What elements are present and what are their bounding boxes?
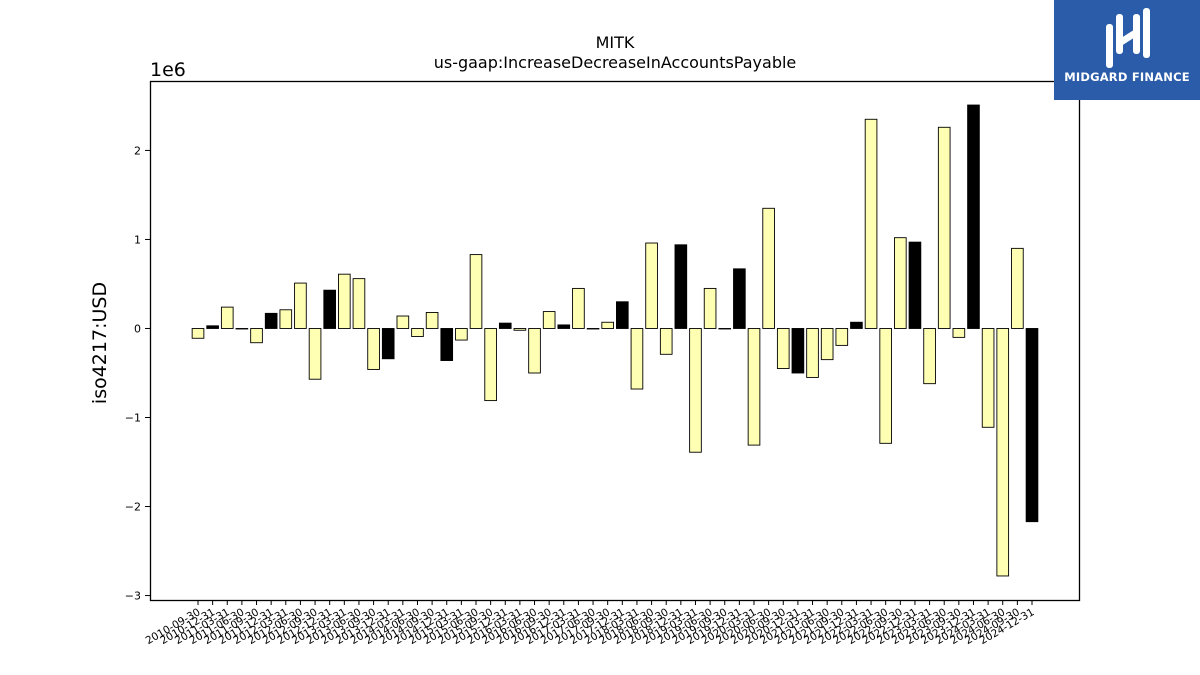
midgard-finance-logo: MIDGARD FINANCE — [1054, 0, 1200, 100]
bar-2011-06-30 — [235, 328, 249, 330]
y-tick-label: −3 — [125, 590, 141, 603]
y-axis-label: iso4217:USD — [89, 282, 111, 404]
bar-2024-12-31 — [1025, 328, 1039, 523]
bar-2010-12-31 — [206, 325, 219, 329]
bar-group — [191, 104, 1039, 577]
bar-2024-09-30 — [1011, 247, 1024, 329]
bar-2015-03-31 — [455, 328, 468, 341]
bar-2019-09-30 — [718, 328, 732, 330]
bar-2013-12-31 — [381, 328, 395, 360]
bar-2012-09-30 — [308, 328, 322, 380]
bar-2020-09-30 — [776, 328, 790, 369]
bar-2023-06-30 — [937, 126, 951, 329]
logo-text: MIDGARD FINANCE — [1064, 70, 1190, 84]
bar-2021-03-31 — [806, 328, 819, 378]
bar-2011-03-31 — [220, 306, 234, 329]
bar-2023-03-31 — [923, 328, 936, 385]
y-tick-label: 1 — [134, 233, 141, 246]
bar-2011-09-30 — [250, 328, 263, 344]
bar-2020-06-30 — [762, 207, 775, 329]
bar-2014-03-31 — [396, 315, 410, 329]
bar-2012-06-30 — [294, 282, 307, 329]
bar-2010-09-30 — [191, 328, 205, 339]
bar-2020-12-31 — [791, 328, 805, 374]
bar-2018-09-30 — [659, 328, 673, 355]
bar-2016-09-30 — [542, 311, 556, 329]
bar-2024-06-30 — [996, 328, 1010, 577]
bar-2024-03-31 — [981, 328, 995, 428]
bar-2019-12-31 — [733, 268, 746, 329]
bar-2014-12-31 — [440, 328, 454, 361]
bar-2016-03-31 — [513, 328, 527, 331]
bar-2012-12-31 — [323, 289, 336, 329]
bar-2023-12-31 — [967, 104, 980, 329]
bar-2018-12-31 — [674, 244, 688, 329]
x-axis-ticks: 2010-09-302010-12-312011-03-312011-06-30… — [144, 600, 1037, 647]
bar-2014-06-30 — [411, 328, 424, 337]
bar-2013-06-30 — [352, 278, 366, 329]
bar-2011-12-31 — [264, 312, 278, 329]
bar-2017-03-31 — [572, 287, 585, 329]
bar-2016-12-31 — [557, 324, 571, 329]
bar-2019-06-30 — [703, 287, 717, 329]
plot-frame — [149, 80, 1081, 602]
bar-2012-03-31 — [279, 309, 293, 329]
logo-mark-icon — [1106, 8, 1150, 68]
bar-2022-06-30 — [879, 328, 892, 444]
bar-2017-09-30 — [601, 321, 614, 329]
y-multiplier: 1e6 — [150, 59, 186, 81]
bar-2018-03-31 — [630, 328, 644, 390]
bar-2013-09-30 — [367, 328, 380, 370]
bar-2021-12-31 — [850, 321, 863, 329]
bar-2022-09-30 — [894, 237, 907, 329]
bar-2017-06-30 — [586, 328, 600, 330]
bar-2021-06-30 — [820, 328, 834, 361]
bar-2022-03-31 — [864, 118, 878, 329]
bar-2015-12-31 — [498, 322, 512, 329]
bar-2021-09-30 — [835, 328, 849, 346]
y-tick-label: 0 — [134, 322, 141, 335]
bar-2019-03-31 — [689, 328, 702, 453]
bar-2018-06-30 — [645, 242, 658, 329]
bar-2017-12-31 — [616, 301, 629, 329]
bar-2014-09-30 — [425, 312, 439, 329]
bar-2015-06-30 — [469, 254, 483, 329]
y-tick-label: −1 — [125, 412, 141, 425]
chart-title: MITK — [596, 33, 635, 52]
y-axis-ticks: −3 −2 −1 0 1 2 — [125, 144, 150, 603]
y-tick-label: −2 — [125, 501, 141, 514]
bar-2023-09-30 — [952, 328, 966, 338]
bar-2020-03-31 — [747, 328, 761, 446]
bar-2013-03-31 — [338, 273, 351, 329]
bar-2022-12-31 — [908, 241, 922, 329]
y-tick-label: 2 — [134, 144, 141, 157]
bar-2016-06-30 — [528, 328, 541, 374]
chart-subtitle: us-gaap:IncreaseDecreaseInAccountsPayabl… — [434, 53, 797, 72]
bar-2015-09-30 — [484, 328, 497, 402]
